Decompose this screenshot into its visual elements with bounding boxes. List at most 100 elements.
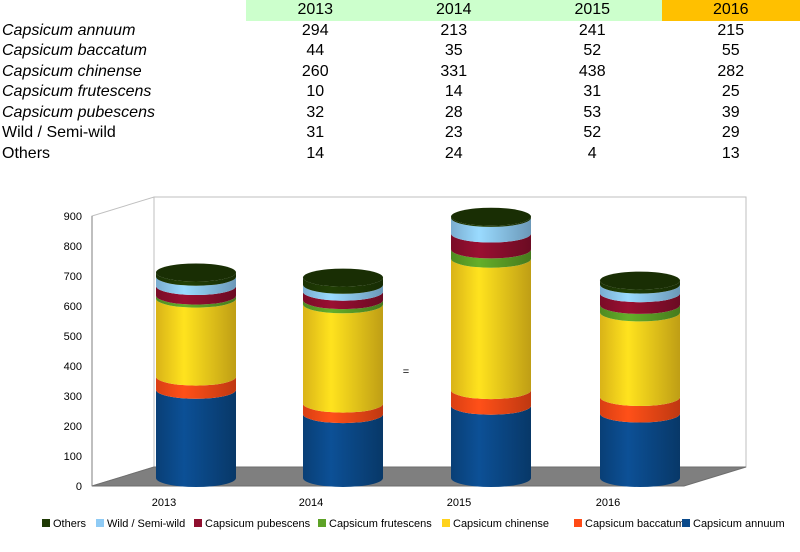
table-cell: 31 (306, 124, 325, 142)
bar-segment (303, 414, 383, 487)
bar-segment (156, 389, 236, 487)
legend-label: Capsicum frutescens (329, 518, 432, 530)
table-cell: 14 (444, 83, 463, 101)
cylinder-2016 (600, 271, 680, 487)
table-row: Capsicum baccatum 44 35 52 55 (0, 41, 800, 62)
bar-segment (156, 295, 236, 308)
y-tick-label: 600 (64, 301, 82, 313)
row-label: Capsicum baccatum (2, 42, 147, 60)
table-cell: 23 (444, 124, 463, 142)
bar-segment (156, 276, 236, 295)
data-table-container: 2013 2014 2015 2016 Capsicum annuum 294 21… (0, 0, 800, 164)
table-cell: 55 (721, 42, 740, 60)
chart-side-wall (91, 196, 155, 487)
table-cell: 438 (578, 62, 606, 80)
table-row: Others 14 24 4 13 (0, 144, 800, 165)
row-label: Capsicum pubescens (2, 103, 155, 121)
legend-label: Others (53, 518, 87, 530)
table-cell: 52 (583, 124, 602, 142)
legend-swatch (96, 519, 104, 527)
legend-label: Capsicum annuum (693, 518, 785, 530)
year-header-2013: 2013 (246, 0, 385, 21)
table-body: Capsicum annuum 294 213 241 215 Capsicum bacc… (0, 21, 800, 165)
row-label: Others (2, 144, 51, 162)
table-cell: 10 (306, 83, 325, 101)
table-cell: 52 (583, 42, 602, 60)
y-tick-label: 500 (64, 331, 82, 343)
table-cell: 260 (301, 62, 329, 80)
bar-segment (600, 312, 680, 406)
table-cell: 241 (578, 21, 606, 39)
table-cell: 213 (440, 21, 468, 39)
y-tick-label: 900 (64, 211, 82, 223)
table-cell: 39 (721, 103, 740, 121)
y-tick-label: 700 (64, 271, 82, 283)
table-cell: 14 (306, 144, 325, 162)
bar-segment (303, 284, 383, 301)
table-cell: 35 (444, 42, 463, 60)
cylinder-2014 (303, 268, 383, 487)
bar-segment (600, 304, 680, 322)
row-label: Capsicum chinense (2, 62, 142, 80)
legend-swatch (42, 519, 50, 527)
legend-item: Capsicum chinense (442, 518, 549, 530)
bar-segment (451, 405, 531, 487)
legend-item: Capsicum pubescens (194, 518, 311, 530)
legend-label: Capsicum pubescens (205, 518, 311, 530)
bar-segment (600, 293, 680, 314)
table-row: Capsicum pubescens 32 28 53 39 (0, 103, 800, 124)
y-tick-label: 100 (64, 451, 82, 463)
table-cell: 44 (306, 42, 325, 60)
table-cell: 294 (301, 21, 329, 39)
legend-label: Capsicum chinense (453, 518, 549, 530)
x-tick-label: 2013 (152, 497, 176, 509)
stray-mark: = (403, 366, 409, 378)
cylinder-2013 (156, 263, 236, 487)
cylinder-2015 (451, 207, 531, 487)
legend-label: Capsicum baccatum (585, 518, 685, 530)
table-cell: 29 (721, 124, 740, 142)
table-cell: 331 (440, 62, 468, 80)
bar-segment (156, 376, 236, 399)
table-header-row: 2013 2014 2015 2016 (0, 0, 800, 21)
year-header-2016: 2016 (661, 0, 800, 21)
bar-segment (451, 233, 531, 259)
x-tick-label: 2014 (299, 497, 323, 509)
bar-segment (156, 272, 236, 286)
table-cell: 24 (444, 144, 463, 162)
y-tick-label: 0 (76, 481, 82, 493)
legend-item: Wild / Semi-wild (96, 518, 185, 530)
legend-swatch (442, 519, 450, 527)
bar-segment (303, 304, 383, 413)
row-label: Wild / Semi-wild (2, 124, 116, 142)
cylinder-top-cap (156, 263, 236, 282)
bar-segment (156, 286, 236, 305)
bar-segment (600, 280, 680, 294)
cylinder-top-cap (600, 271, 680, 290)
table-cell: 13 (721, 144, 740, 162)
legend-swatch (194, 519, 202, 527)
legend-item: Capsicum annuum (682, 518, 785, 530)
bar-segment (451, 390, 531, 415)
y-tick-label: 400 (64, 361, 82, 373)
table-cell: 4 (587, 144, 597, 162)
table-cell: 28 (444, 103, 463, 121)
x-tick-label: 2015 (447, 497, 471, 509)
table-cell: 31 (583, 83, 602, 101)
table-cell: 53 (583, 103, 602, 121)
bar-segment (156, 298, 236, 386)
legend-swatch (318, 519, 326, 527)
row-label: Capsicum frutescens (2, 83, 152, 101)
row-label: Capsicum annuum (2, 21, 136, 39)
table-cell: 32 (306, 103, 325, 121)
legend-item: Others (42, 518, 87, 530)
stacked-cylinder-chart: 0 100 200 300 400 500 600 700 800 900 2013 2014 2015… (42, 196, 785, 530)
data-table: 2013 2014 2015 2016 Capsicum annuum 294 21… (0, 0, 800, 164)
y-tick-label: 300 (64, 391, 82, 403)
bar-segment (600, 284, 680, 303)
y-tick-label: 200 (64, 421, 82, 433)
year-header-2014: 2014 (384, 0, 523, 21)
legend-swatch (574, 519, 582, 527)
table-corner (0, 0, 246, 21)
bar-segment (303, 277, 383, 294)
